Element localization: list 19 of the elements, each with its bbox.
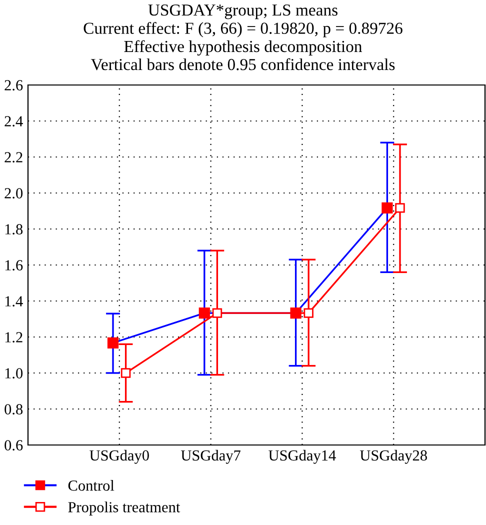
- y-tick-label: 1.2: [5, 332, 22, 343]
- x-tick-label: USGday7: [180, 450, 240, 464]
- x-tick-label: USGday28: [360, 450, 427, 464]
- x-tick-label: USGday14: [268, 450, 336, 464]
- y-tick-label: 1.0: [5, 368, 23, 379]
- y-tick-label: 1.4: [5, 296, 23, 307]
- legend-label: Control: [68, 480, 114, 491]
- chart-subtitle: Current effect: F (3, 66) = 0.19820, p = 0.89726 Effective hypothesis decomposition Vertical bars denote 0.95 confidence intervals: [84, 22, 402, 70]
- y-tick-label: 1.8: [5, 224, 23, 235]
- y-tick-label: 0.6: [4, 440, 23, 451]
- y-tick-label: 2.0: [4, 188, 23, 199]
- x-tick-label: USGday0: [90, 450, 149, 464]
- y-tick-label: 0.8: [4, 404, 23, 415]
- y-tick-label: 1.6: [5, 260, 23, 271]
- legend-label: Propolis treatment: [68, 502, 180, 516]
- y-tick-label: 2.2: [4, 152, 22, 163]
- y-tick-label: 2.4: [4, 116, 23, 127]
- chart-title: USGDAY*group; LS means: [148, 4, 338, 20]
- y-tick-label: 2.6: [4, 80, 23, 91]
